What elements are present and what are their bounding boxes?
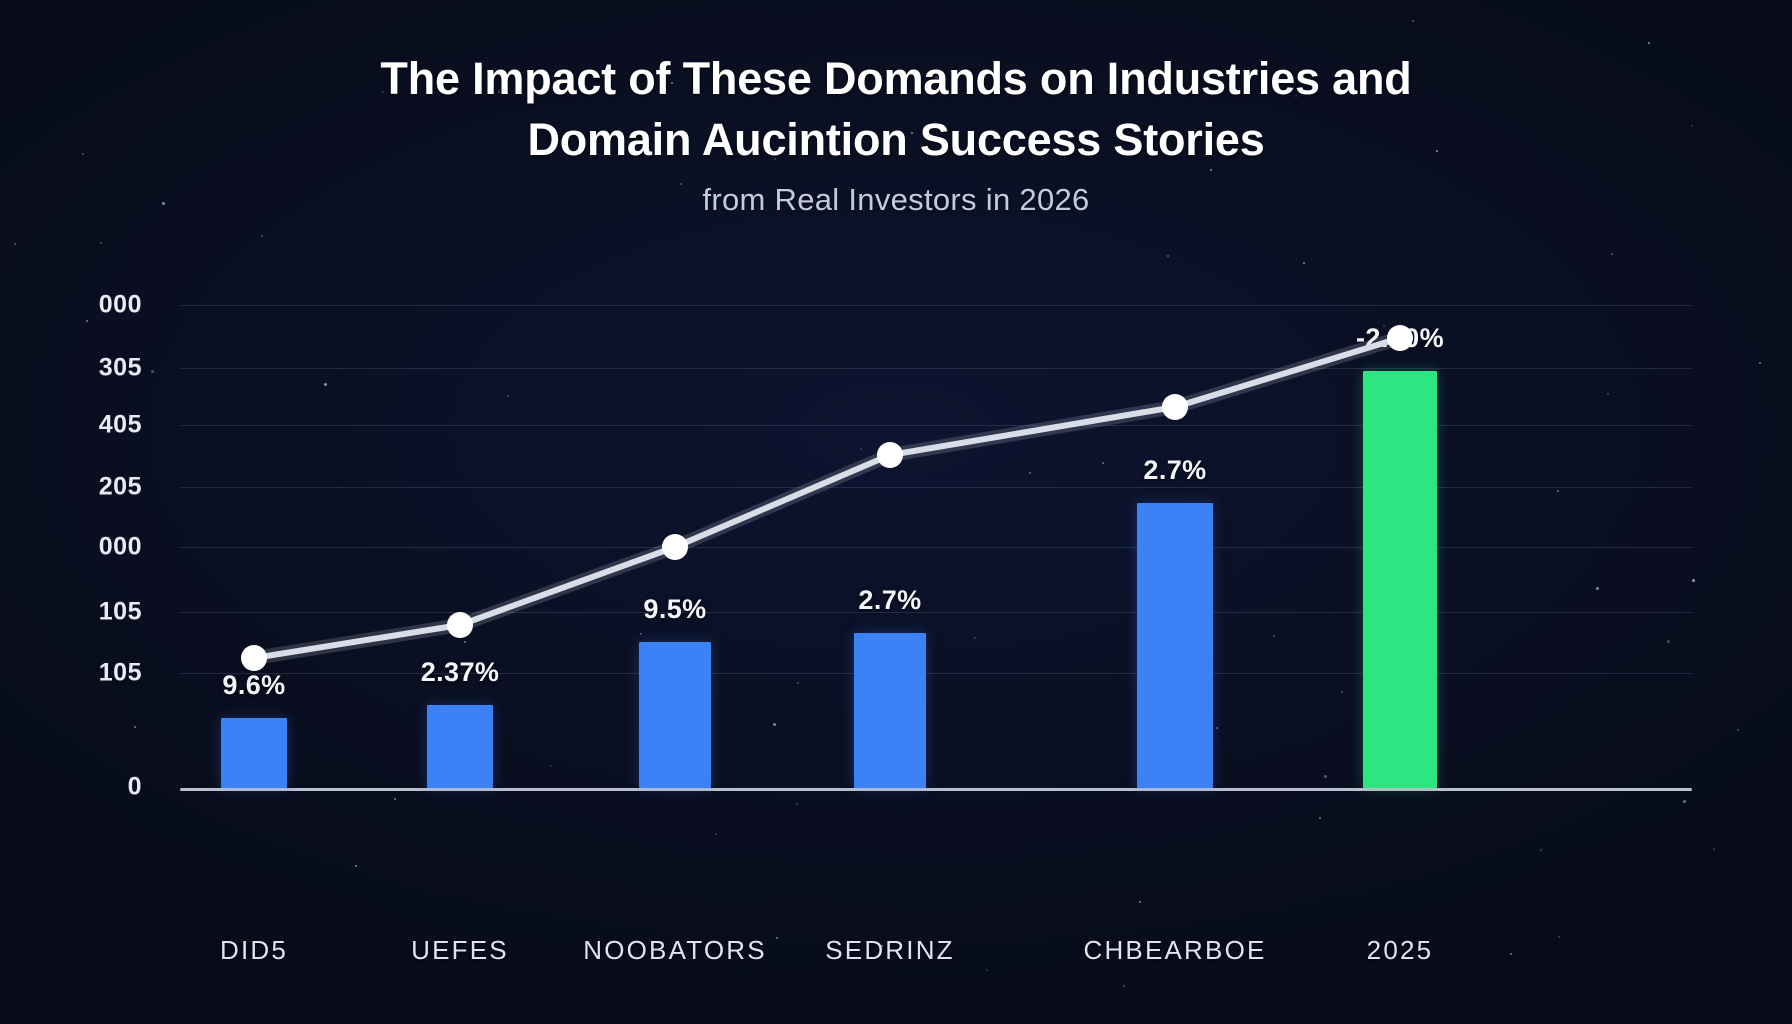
grid-line	[180, 368, 1692, 369]
star-dot	[796, 803, 798, 805]
y-axis-tick-label: 105	[98, 658, 142, 687]
star-dot	[498, 91, 500, 93]
star-dot	[1412, 20, 1414, 22]
bar-1[interactable]	[427, 705, 493, 788]
star-dot	[1341, 691, 1343, 693]
bar-data-label: -2.80%	[1356, 323, 1444, 353]
star-dot	[1436, 150, 1438, 152]
trend-line-marker-4[interactable]	[1162, 394, 1188, 420]
bar-2[interactable]	[639, 642, 711, 788]
star-dot	[550, 765, 552, 767]
star-dot	[1303, 262, 1305, 264]
x-axis-tick-label: 2025	[1366, 935, 1434, 965]
x-axis-tick-label: UEFES	[411, 935, 509, 965]
star-dot	[394, 798, 396, 800]
star-dot	[1540, 849, 1542, 851]
star-dot	[1319, 817, 1321, 819]
star-dot	[715, 833, 717, 835]
star-dot	[261, 235, 263, 237]
bar-data-label: 2.37%	[420, 657, 500, 687]
star-dot	[162, 202, 165, 205]
y-axis-tick-label: 000	[98, 290, 142, 319]
star-dot	[86, 320, 88, 322]
x-axis-tick-label: DID5	[219, 935, 289, 965]
trend-line-marker-3[interactable]	[877, 442, 903, 468]
star-dot	[1683, 800, 1686, 803]
y-axis-tick-label: 000	[98, 532, 142, 561]
star-dot	[1216, 727, 1218, 729]
star-dot	[1691, 125, 1693, 127]
star-dot	[1596, 587, 1599, 590]
y-axis-tick-label: 105	[98, 597, 142, 626]
y-axis-tick-label: 305	[98, 353, 142, 382]
star-dot	[1123, 985, 1125, 987]
star-dot	[1510, 953, 1512, 955]
star-dot	[1648, 42, 1650, 44]
star-dot	[134, 726, 136, 728]
star-dot	[1607, 393, 1609, 395]
star-dot	[1558, 936, 1560, 938]
star-dot	[935, 76, 938, 79]
star-dot	[82, 153, 84, 155]
grid-line	[180, 305, 1692, 306]
star-dot	[1139, 901, 1141, 903]
star-dot	[100, 242, 102, 244]
y-axis-tick-label: 205	[98, 472, 142, 501]
bar-5[interactable]	[1363, 371, 1437, 788]
star-dot	[1692, 579, 1695, 582]
trend-line-glow	[247, 331, 1407, 665]
star-dot	[1324, 775, 1327, 778]
x-axis-tick-label: CHBEARBOE	[1083, 935, 1267, 965]
y-axis-tick-label: 0	[127, 772, 142, 801]
trend-line-marker-1[interactable]	[447, 612, 473, 638]
star-dot	[1737, 729, 1739, 731]
star-dot	[1557, 490, 1559, 492]
bar-4[interactable]	[1137, 503, 1213, 788]
star-dot	[14, 243, 16, 245]
bar-data-label: 2.7%	[858, 585, 922, 615]
star-dot	[1047, 203, 1049, 205]
trend-line-path	[251, 335, 1403, 661]
bar-3[interactable]	[854, 633, 926, 788]
star-dot	[1383, 325, 1385, 327]
star-dot	[680, 183, 682, 185]
grid-line	[180, 673, 1692, 674]
star-dot	[1295, 95, 1297, 97]
trend-line-marker-0[interactable]	[241, 645, 267, 671]
star-dot	[1667, 640, 1670, 643]
grid-line	[180, 547, 1692, 548]
star-dot	[1611, 253, 1613, 255]
star-dot	[774, 158, 776, 160]
star-dot	[1713, 848, 1715, 850]
grid-line	[180, 487, 1692, 488]
star-dot	[382, 91, 384, 93]
y-axis-tick-group: 000 305 405 205 000 105 105 0	[22, 0, 142, 1024]
star-dot	[881, 945, 883, 947]
star-dot	[797, 682, 799, 684]
star-dot	[151, 370, 154, 373]
x-axis-tick-label: NOOBATORS	[583, 935, 767, 965]
star-dot	[1167, 255, 1169, 257]
star-dot	[1759, 362, 1761, 364]
bar-data-label: 9.5%	[643, 594, 707, 624]
x-axis-baseline	[180, 788, 1692, 791]
star-dot	[773, 723, 776, 726]
y-axis-tick-label: 405	[98, 410, 142, 439]
grid-line	[180, 425, 1692, 426]
star-dot	[911, 132, 913, 134]
bar-data-label: 2.7%	[1143, 455, 1207, 485]
star-dot	[1210, 169, 1212, 171]
star-dot	[671, 82, 673, 84]
x-axis-tick-label: SEDRINZ	[825, 935, 955, 965]
star-dot	[355, 865, 357, 867]
grid-line	[180, 612, 1692, 613]
star-dot	[986, 969, 988, 971]
star-dot	[131, 479, 133, 481]
bar-0[interactable]	[221, 718, 287, 788]
bar-data-label: 9.6%	[222, 670, 286, 700]
star-dot	[776, 937, 778, 939]
